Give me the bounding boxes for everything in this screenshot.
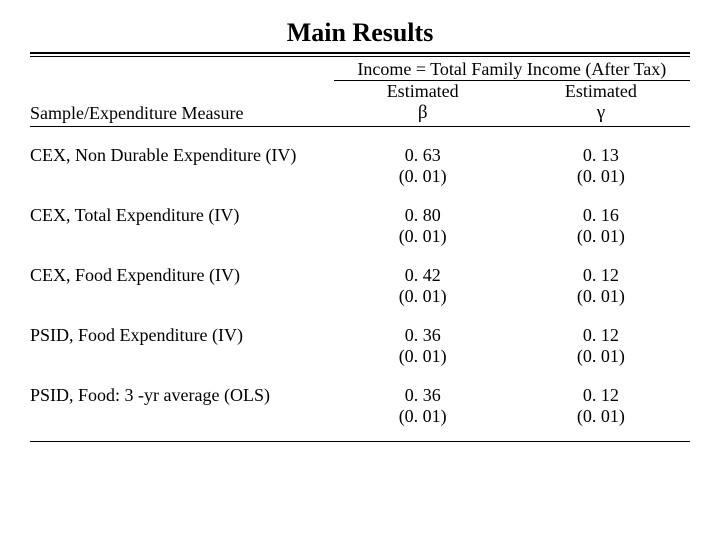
beta-value: 0. 36 (334, 367, 512, 406)
beta-value: 0. 36 (334, 307, 512, 346)
page-title: Main Results (30, 18, 690, 52)
gamma-symbol: γ (512, 102, 690, 127)
gamma-value: 0. 12 (512, 307, 690, 346)
beta-value: 0. 42 (334, 247, 512, 286)
results-table: Income = Total Family Income (After Tax)… (30, 57, 690, 442)
beta-se: (0. 01) (334, 166, 512, 187)
beta-value: 0. 80 (334, 187, 512, 226)
sample-header: Sample/Expenditure Measure (30, 102, 334, 127)
beta-value: 0. 63 (334, 127, 512, 167)
gamma-se: (0. 01) (512, 346, 690, 367)
beta-se: (0. 01) (334, 406, 512, 427)
gamma-se: (0. 01) (512, 166, 690, 187)
gamma-value: 0. 12 (512, 367, 690, 406)
gamma-se: (0. 01) (512, 286, 690, 307)
estimated-gamma-label: Estimated (512, 81, 690, 103)
row-label: PSID, Food: 3 -yr average (OLS) (30, 367, 334, 406)
income-header: Income = Total Family Income (After Tax) (334, 57, 690, 81)
estimated-beta-label: Estimated (334, 81, 512, 103)
gamma-value: 0. 13 (512, 127, 690, 167)
beta-symbol: β (334, 102, 512, 127)
row-label: CEX, Food Expenditure (IV) (30, 247, 334, 286)
bottom-rule (30, 427, 690, 442)
beta-se: (0. 01) (334, 226, 512, 247)
gamma-se: (0. 01) (512, 406, 690, 427)
row-label: CEX, Non Durable Expenditure (IV) (30, 127, 334, 167)
beta-se: (0. 01) (334, 346, 512, 367)
gamma-se: (0. 01) (512, 226, 690, 247)
beta-se: (0. 01) (334, 286, 512, 307)
row-label: PSID, Food Expenditure (IV) (30, 307, 334, 346)
gamma-value: 0. 16 (512, 187, 690, 226)
gamma-value: 0. 12 (512, 247, 690, 286)
row-label: CEX, Total Expenditure (IV) (30, 187, 334, 226)
